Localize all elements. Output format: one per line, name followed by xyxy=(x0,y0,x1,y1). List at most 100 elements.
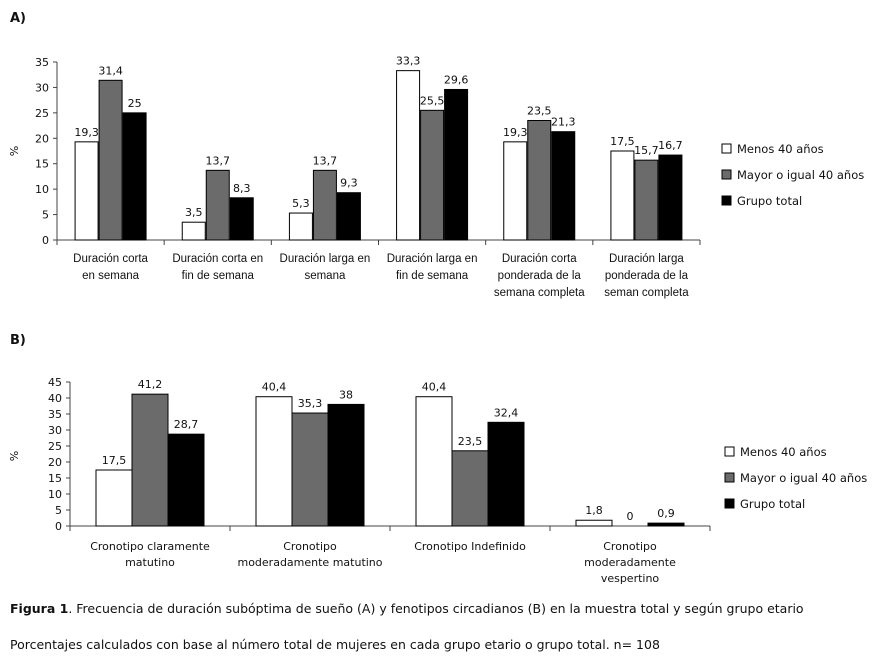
chart-a-data-label: 5,3 xyxy=(292,197,310,210)
chart-a-bar xyxy=(658,154,683,241)
chart-a-bar xyxy=(288,212,313,241)
chart-a-y-tick-label: 20 xyxy=(35,132,49,145)
chart-b-y-tick-label: 20 xyxy=(48,456,62,469)
chart-a-bar xyxy=(551,131,576,241)
chart-a-category-label: seman completa xyxy=(604,287,689,299)
chart-a-bar xyxy=(527,119,552,241)
chart-a-category-label: ponderada de la xyxy=(498,270,582,282)
chart-a-y-tick-label: 35 xyxy=(35,56,49,69)
chart-a-data-label: 13,7 xyxy=(206,154,231,167)
chart-a-category-label: Duración corta en xyxy=(172,253,263,265)
chart-a-bar xyxy=(336,192,361,241)
chart-a-category-label: ponderada de la xyxy=(605,270,689,282)
chart-b-category-label: vespertino xyxy=(601,572,660,585)
chart-a-legend-label: Menos 40 años xyxy=(737,142,824,156)
chart-a-bar xyxy=(420,109,445,241)
chart-a-legend-label: Grupo total xyxy=(737,194,802,208)
chart-b-data-label: 23,5 xyxy=(458,435,483,448)
chart-a-category-label: Duración corta xyxy=(502,253,577,265)
chart-a-category-label: Duración corta xyxy=(73,253,148,265)
figure-label: Figura 1 xyxy=(10,601,69,616)
chart-b-bar xyxy=(415,396,453,527)
chart-a-category-label: semana completa xyxy=(494,287,585,299)
chart-a-data-label: 33,3 xyxy=(396,55,421,68)
chart-b-y-tick-label: 45 xyxy=(48,376,62,389)
chart-b-y-tick-label: 10 xyxy=(48,488,62,501)
chart-a-y-tick-label: 25 xyxy=(35,107,49,120)
chart-a-bar xyxy=(205,169,230,241)
chart-b-panel-label: B) xyxy=(10,333,26,348)
chart-b-legend-swatch xyxy=(724,472,735,483)
chart-b-category-label: Cronotipo xyxy=(283,540,337,553)
chart-a-y-tick-label: 30 xyxy=(35,81,49,94)
chart-b-data-label: 17,5 xyxy=(102,454,127,467)
chart-b-bar xyxy=(95,469,133,527)
chart-a-data-label: 16,7 xyxy=(658,139,683,152)
chart-a-bar xyxy=(610,150,635,241)
chart-b-bar xyxy=(451,450,489,527)
chart-b-category-label: matutino xyxy=(125,556,175,569)
chart-b-bar xyxy=(291,412,329,527)
chart-a-y-tick-label: 15 xyxy=(35,158,49,171)
chart-a-legend-swatch xyxy=(721,195,732,206)
chart-a-data-label: 29,6 xyxy=(444,73,469,86)
figure-note: Porcentajes calculados con base al númer… xyxy=(10,637,660,652)
chart-a-data-label: 9,3 xyxy=(340,177,358,190)
chart-a-legend-swatch xyxy=(721,169,732,180)
chart-a-data-label: 23,5 xyxy=(527,104,552,117)
chart-b-legend-swatch xyxy=(724,446,735,457)
chart-a-bar xyxy=(98,79,123,241)
chart-a-data-label: 3,5 xyxy=(185,206,203,219)
chart-b-category-label: moderadamente xyxy=(584,556,676,569)
chart-a-bar xyxy=(181,221,206,241)
chart-a-bar xyxy=(74,141,99,241)
chart-b-y-tick-label: 0 xyxy=(55,520,62,533)
chart-a-category-label: semana xyxy=(304,270,346,282)
chart-a-category-label: Duración larga xyxy=(609,253,684,265)
chart-b-y-axis-label: % xyxy=(8,451,21,461)
chart-b-y-tick-label: 25 xyxy=(48,440,62,453)
chart-a-bar xyxy=(312,169,337,241)
chart-a-bar xyxy=(503,141,528,241)
chart-a-legend-label: Mayor o igual 40 años xyxy=(737,168,864,182)
chart-a-panel-label: A) xyxy=(10,11,26,26)
chart-a-data-label: 19,3 xyxy=(74,126,99,139)
chart-a-data-label: 15,7 xyxy=(634,144,659,157)
chart-b-data-label: 38 xyxy=(339,388,353,401)
chart-b-data-label: 32,4 xyxy=(494,406,519,419)
chart-a-bar xyxy=(634,159,659,241)
chart-b-bar xyxy=(131,393,169,527)
chart-a-data-label: 25 xyxy=(128,97,142,110)
chart-a-bar xyxy=(396,70,421,241)
figure-canvas: A)% 0 5 10 15 20 25 30 35 19,3 31,4 25 Duración cort… xyxy=(8,11,867,585)
chart-b-data-label: 0 xyxy=(627,510,634,523)
chart-b-y-tick-label: 35 xyxy=(48,408,62,421)
chart-a-bar xyxy=(444,88,469,241)
chart-b-data-label: 35,3 xyxy=(298,397,323,410)
chart-a-y-tick-label: 10 xyxy=(35,183,49,196)
chart-a-category-label: fin de semana xyxy=(396,270,469,282)
chart-b-legend-label: Mayor o igual 40 años xyxy=(740,471,867,485)
chart-b-bar xyxy=(575,519,613,527)
chart-a-data-label: 13,7 xyxy=(313,154,338,167)
chart-b-legend-swatch xyxy=(724,498,735,509)
chart-a-bar xyxy=(229,197,254,241)
chart-a-y-tick-label: 5 xyxy=(42,209,49,222)
chart-b-y-tick-label: 40 xyxy=(48,392,62,405)
chart-b-y-tick-label: 15 xyxy=(48,472,62,485)
chart-b-data-label: 1,8 xyxy=(585,504,603,517)
chart-b-data-label: 40,4 xyxy=(262,381,287,394)
figure-caption: Figura 1. Frecuencia de duración subópti… xyxy=(10,601,804,616)
chart-b-category-label: moderadamente matutino xyxy=(237,556,382,569)
chart-b-bar xyxy=(647,522,685,527)
chart-b-bar xyxy=(255,396,293,527)
chart-a-data-label: 25,5 xyxy=(420,94,445,107)
chart-a-data-label: 31,4 xyxy=(98,64,123,77)
chart-b-data-label: 28,7 xyxy=(174,418,199,431)
chart-a-bar xyxy=(122,112,147,241)
chart-a-data-label: 8,3 xyxy=(233,182,251,195)
chart-b-bar xyxy=(487,421,525,527)
chart-a-category-label: en semana xyxy=(82,270,140,282)
chart-b-data-label: 0,9 xyxy=(657,507,675,520)
chart-b-bar xyxy=(327,403,365,527)
